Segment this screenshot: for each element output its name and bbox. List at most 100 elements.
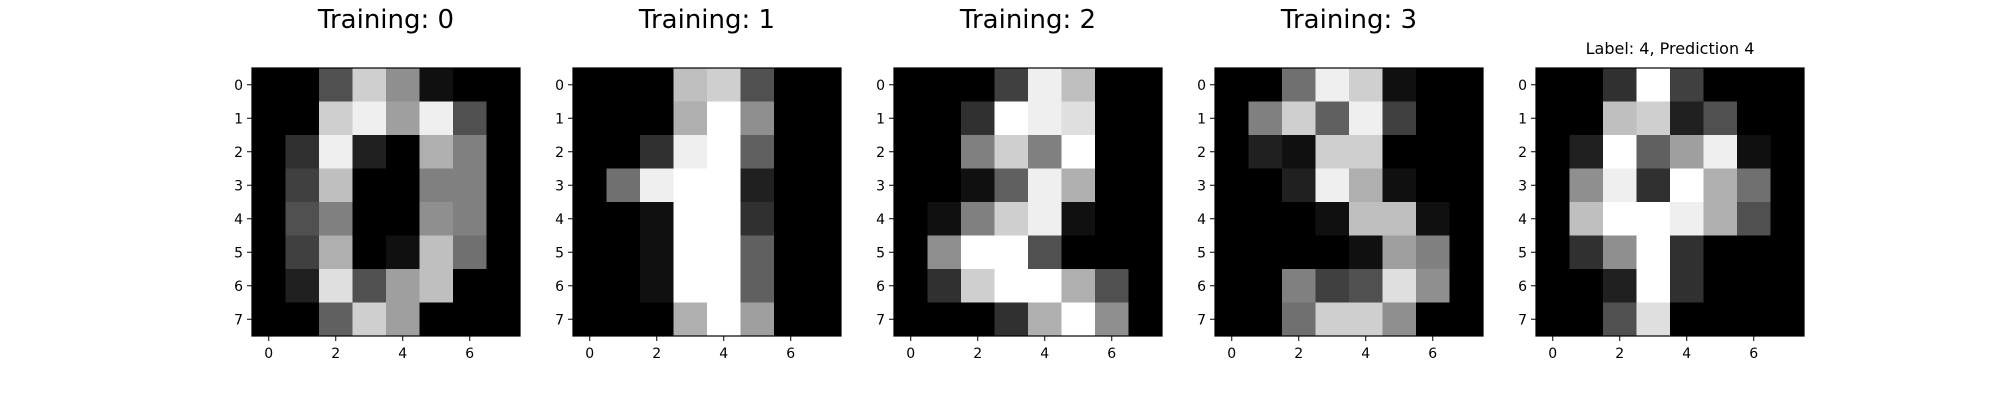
heatmap-cell — [894, 202, 928, 236]
heatmap-cell — [894, 101, 928, 136]
x-tick-label: 4 — [1361, 346, 1370, 362]
heatmap-cell — [1603, 68, 1637, 102]
heatmap-cell — [1128, 168, 1163, 203]
heatmap-cell — [740, 168, 775, 203]
heatmap-cell — [386, 168, 420, 203]
heatmap-cell — [1770, 235, 1805, 270]
heatmap-cell — [1636, 302, 1671, 337]
heatmap-cell — [252, 101, 286, 136]
x-tick-label: 0 — [1548, 346, 1557, 362]
heatmap-cell — [573, 302, 607, 337]
x-tick-label: 6 — [465, 346, 474, 362]
heatmap-cell — [927, 235, 962, 270]
heatmap-cell — [1670, 302, 1704, 337]
heatmap-cell — [352, 269, 387, 303]
y-tick-label: 7 — [1197, 312, 1206, 328]
heatmap-cell — [1670, 68, 1704, 102]
heatmap-cell — [285, 68, 320, 102]
heatmap-cell — [1536, 235, 1570, 270]
heatmap-cell — [1215, 68, 1249, 102]
heatmap-cell — [419, 101, 454, 136]
heatmap-cell — [486, 68, 521, 102]
heatmap-cell — [252, 68, 286, 102]
heatmap-cell — [1382, 235, 1417, 270]
heatmap-cell — [1061, 202, 1096, 236]
heatmap-cell — [1061, 101, 1096, 136]
heatmap-cell — [1703, 168, 1738, 203]
x-tick-label: 6 — [1749, 346, 1758, 362]
heatmap-cell — [961, 269, 995, 303]
heatmap-cell — [1315, 101, 1350, 136]
heatmap-cell — [486, 168, 521, 203]
heatmap-cell — [419, 202, 454, 236]
heatmap-cell — [927, 302, 962, 337]
heatmap-cell — [774, 135, 808, 169]
heatmap-cell — [573, 202, 607, 236]
heatmap-cell — [1636, 202, 1671, 236]
heatmap-cell — [1636, 168, 1671, 203]
heatmap-cell — [285, 235, 320, 270]
heatmap-cell — [807, 168, 842, 203]
heatmap-cell — [1603, 235, 1637, 270]
subplot-4: Label: 4, Prediction 4 0 1 2 3 4 5 6 7 0 2 4 6 — [1518, 39, 1805, 362]
heatmap-cell — [419, 235, 454, 270]
heatmap-cell — [1349, 101, 1383, 136]
heatmap-cell — [707, 101, 741, 136]
heatmap-cell — [252, 135, 286, 169]
y-tick-label: 1 — [1197, 111, 1206, 127]
heatmap-cell — [1028, 135, 1062, 169]
heatmap-cell — [352, 135, 387, 169]
heatmap-cell — [774, 269, 808, 303]
heatmap-cell — [1128, 235, 1163, 270]
heatmap-cell — [453, 101, 487, 136]
heatmap-cell — [1670, 135, 1704, 169]
heatmap-cell — [1028, 202, 1062, 236]
heatmap-cell — [319, 68, 353, 102]
heatmap-cell — [1449, 135, 1484, 169]
y-tick-label: 7 — [1518, 312, 1527, 328]
heatmap-cell — [1315, 235, 1350, 270]
heatmap-cell — [927, 202, 962, 236]
heatmap-cell — [894, 235, 928, 270]
heatmap-cell — [707, 68, 741, 102]
heatmap-cell — [1382, 101, 1417, 136]
heatmap-cell — [1248, 168, 1283, 203]
heatmap-cell — [453, 168, 487, 203]
axes-frame — [1214, 67, 1484, 337]
heatmap-cell — [386, 235, 420, 270]
heatmap-cell — [386, 101, 420, 136]
y-tick-label: 3 — [876, 178, 885, 194]
heatmap-cell — [419, 135, 454, 169]
heatmap-cell — [319, 235, 353, 270]
heatmap-cell — [453, 235, 487, 270]
y-tick-label: 4 — [234, 212, 243, 228]
heatmap-cell — [707, 135, 741, 169]
x-tick-label: 0 — [1227, 346, 1236, 362]
heatmap-cell — [961, 302, 995, 337]
heatmap-cell — [740, 135, 775, 169]
heatmap-cell — [774, 101, 808, 136]
x-tick-label: 2 — [1615, 346, 1624, 362]
heatmap-cell — [673, 269, 708, 303]
heatmap-cell — [1603, 269, 1637, 303]
heatmap-cell — [994, 269, 1029, 303]
heatmap-cell — [1128, 269, 1163, 303]
heatmap-cell — [1248, 68, 1283, 102]
heatmap-cell — [606, 135, 641, 169]
x-tick-label: 4 — [1040, 346, 1049, 362]
heatmap-cell — [453, 202, 487, 236]
heatmap-cell — [1315, 202, 1350, 236]
y-tick-label: 2 — [876, 145, 885, 161]
heatmap-cell — [673, 168, 708, 203]
heatmap-cell — [807, 202, 842, 236]
heatmap-cell — [1061, 235, 1096, 270]
y-tick-label: 0 — [1518, 78, 1527, 94]
heatmap-cell — [1349, 269, 1383, 303]
heatmap-cell — [1636, 68, 1671, 102]
heatmap-cell — [740, 68, 775, 102]
heatmap-cell — [1703, 68, 1738, 102]
heatmap-cell — [1128, 68, 1163, 102]
x-tick-label: 2 — [1294, 346, 1303, 362]
heatmap-cell — [961, 202, 995, 236]
heatmap-cell — [1737, 302, 1771, 337]
